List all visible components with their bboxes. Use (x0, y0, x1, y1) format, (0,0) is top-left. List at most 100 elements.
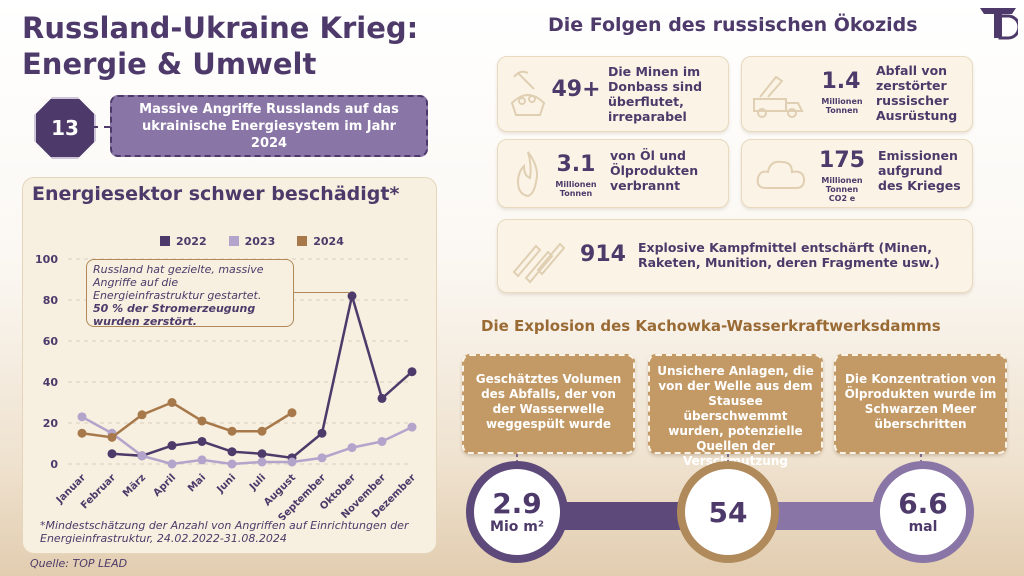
data-point-2022 (407, 367, 417, 377)
data-point-2022 (257, 449, 267, 459)
data-point-2023 (257, 457, 267, 467)
data-point-2022 (317, 428, 327, 438)
data-point-2023 (167, 459, 177, 469)
circle-unit: mal (908, 519, 938, 535)
stat-unit: Millionen Tonnen (555, 180, 597, 198)
stat-text: Explosive Kampfmittel entschärft (Minen,… (638, 240, 940, 270)
chart-title: Energiesektor schwer beschädigt* (32, 183, 400, 205)
data-point-2023 (287, 457, 297, 467)
stat-card-waste: 1.4 Millionen Tonnen Abfall von zerstört… (741, 56, 973, 132)
x-tick-label: Juli (247, 472, 268, 493)
attack-description: Massive Angriffe Russlands auf das ukrai… (110, 95, 428, 157)
flame-icon (516, 151, 538, 198)
data-point-2022 (347, 291, 357, 301)
dam-connectors (516, 454, 922, 530)
annotation-text: Russland hat gezielte, massive Angriffe … (93, 263, 264, 302)
y-tick-label: 40 (43, 376, 59, 389)
source-note: Quelle: TOP LEAD (30, 557, 128, 570)
data-point-2022 (197, 436, 207, 446)
page-title: Russland-Ukraine Krieg: Energie & Umwelt (22, 10, 418, 82)
dam-circle-oil: 6.6 mal (872, 461, 974, 563)
mine-icon (510, 70, 546, 116)
y-tick-label: 80 (43, 294, 59, 307)
circle-value: 2.9 (492, 487, 542, 520)
circle-value: 54 (708, 495, 748, 529)
logo-icon (980, 8, 1018, 40)
stat-text: von Öl und Ölprodukten verbrannt (610, 148, 699, 193)
dam-box-oil: Die Konzentration von Ölprodukten wurde … (834, 354, 1007, 454)
series-line-2024 (81, 401, 293, 439)
chart-legend: 2022 2023 2024 (160, 235, 344, 248)
y-tick-label: 60 (43, 335, 59, 348)
x-tick-label: Juni (215, 472, 239, 496)
data-point-2023 (137, 451, 147, 461)
stat-text: Emissionen aufgrund des Krieges (878, 148, 961, 193)
data-point-2023 (347, 443, 357, 453)
circle-value: 6.6 (898, 487, 948, 520)
chart-footnote: *Mindestschätzung der Anzahl von Angriff… (40, 519, 409, 545)
title-line-2: Energie & Umwelt (22, 47, 317, 81)
data-point-2023 (197, 455, 207, 465)
legend-item-2022: 2022 (160, 235, 207, 248)
data-point-2024 (77, 428, 87, 438)
ecocide-title: Die Folgen des russischen Ökozids (548, 14, 918, 36)
stat-card-mines: 49+ Die Minen im Donbass sind überflutet… (497, 56, 729, 132)
legend-item-2023: 2023 (228, 235, 276, 248)
data-point-2024 (287, 408, 297, 418)
connector-line (92, 126, 110, 128)
stat-card-emissions: 175 Millionen Tonnen CO2 e Emissionen au… (741, 139, 973, 208)
x-tick-label: März (121, 472, 148, 499)
dam-box-facilities: Unsichere Anlagen, die von der Welle aus… (648, 354, 823, 468)
cloud-icon (756, 160, 806, 189)
stat-text: Die Minen im Donbass sind überflutet, ir… (608, 64, 703, 124)
stat-card-ordnance: 914 Explosive Kampfmittel entschärft (Mi… (497, 219, 973, 293)
y-tick-label: 100 (35, 253, 58, 266)
dam-circle-facilities: 54 (677, 461, 779, 563)
circle-unit: Mio m² (490, 519, 544, 535)
data-point-2023 (407, 422, 417, 432)
data-point-2023 (377, 436, 387, 446)
x-tick-label: April (151, 472, 178, 499)
data-point-2023 (317, 453, 327, 463)
legend-label: 2023 (244, 235, 276, 248)
legend-label: 2024 (313, 235, 344, 248)
dam-circle-volume: 2.9 Mio m² (466, 461, 568, 563)
y-tick-label: 0 (50, 458, 58, 471)
stat-value: 1.4 (821, 69, 861, 94)
data-point-2024 (167, 398, 177, 407)
title-line-1: Russland-Ukraine Krieg: (22, 11, 419, 45)
data-point-2024 (107, 432, 117, 442)
attack-count-badge: 13 (34, 97, 96, 159)
chart-annotation: Russland hat gezielte, massive Angriffe … (86, 259, 294, 328)
stat-unit: Millionen Tonnen CO2 e (821, 176, 863, 203)
data-point-2024 (197, 416, 207, 426)
data-point-2024 (257, 426, 267, 436)
data-point-2023 (227, 459, 237, 469)
data-point-2022 (227, 447, 237, 457)
dam-title: Die Explosion des Kachowka-Wasserkraftwe… (481, 317, 941, 335)
x-tick-label: Mai (186, 472, 208, 494)
stat-card-oil: 3.1 Millionen Tonnen von Öl und Ölproduk… (497, 139, 729, 208)
data-point-2022 (167, 441, 177, 451)
stat-value: 175 (819, 148, 865, 173)
legend-label: 2022 (176, 235, 207, 248)
annotation-highlight: 50 % der Stromerzeugung wurden zerstört. (93, 302, 256, 328)
stat-value: 3.1 (556, 152, 596, 177)
data-point-2024 (227, 426, 237, 436)
data-point-2023 (77, 412, 87, 422)
y-tick-label: 20 (43, 417, 59, 430)
stat-text: Abfall von zerstörter russischer Ausrüst… (876, 63, 958, 123)
stat-value: 914 (580, 242, 626, 267)
dam-box-volume: Geschätztes Volumen des Abfalls, der von… (462, 354, 635, 454)
stat-value: 49+ (551, 77, 601, 102)
legend-item-2024: 2024 (297, 235, 344, 248)
rockets-icon (512, 242, 566, 284)
data-point-2022 (107, 449, 117, 459)
annotation-connector (294, 292, 350, 293)
series-line-2023 (81, 415, 413, 466)
data-point-2024 (137, 410, 147, 420)
truck-icon (753, 75, 804, 118)
data-point-2022 (377, 393, 387, 403)
stat-unit: Millionen Tonnen (821, 97, 863, 115)
